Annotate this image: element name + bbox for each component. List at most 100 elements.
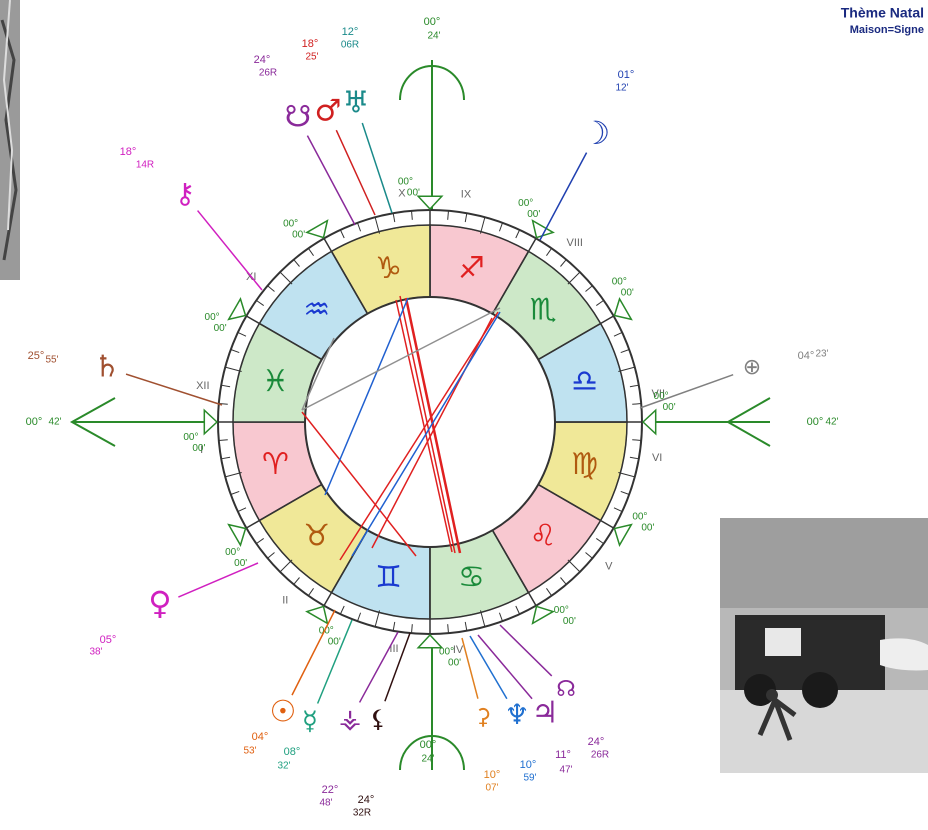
title: Thème Natal <box>841 5 924 21</box>
cusp-minute: 00' <box>448 658 461 669</box>
planet-line <box>478 635 532 699</box>
planet-minute: 25' <box>305 52 318 63</box>
angle-minute: 24' <box>427 31 440 42</box>
planet-degree: 18° <box>302 38 319 50</box>
planet-line <box>540 153 587 240</box>
cusp-minute: 00' <box>641 522 654 533</box>
planet-line <box>462 638 478 699</box>
house-numeral: X <box>398 188 406 200</box>
planet-glyph: ⊕ <box>743 355 761 380</box>
house-numeral: V <box>605 561 613 573</box>
planet-degree: 01° <box>618 69 635 81</box>
cusp-degree: 00° <box>554 605 569 616</box>
cusp-marker <box>307 221 327 238</box>
planet-minute: 07' <box>485 783 498 794</box>
planet-degree: 10° <box>484 769 501 781</box>
inner-circle <box>305 297 555 547</box>
cusp-marker <box>533 606 553 623</box>
right-photo <box>720 518 928 773</box>
angle-minute: 42' <box>48 417 61 428</box>
planet-minute: 12' <box>615 83 628 94</box>
planet-glyph: ☽ <box>582 114 611 152</box>
planet-line <box>362 123 392 213</box>
planet-minute: 55' <box>45 355 58 366</box>
angle-degree: 00° <box>807 416 824 428</box>
sign-glyph: ♉ <box>303 519 330 554</box>
planet-line <box>307 136 355 225</box>
planet-glyph: ⚶ <box>339 705 361 735</box>
planet-minute: 38' <box>89 647 102 658</box>
planet-degree: 24° <box>358 794 375 806</box>
sign-glyph: ♎ <box>571 364 598 399</box>
cusp-degree: 00° <box>398 177 413 188</box>
planet-glyph: ⚸ <box>369 705 387 733</box>
planet-degree: 24° <box>254 54 271 66</box>
planet-glyph: ♄ <box>94 350 121 385</box>
cusp-minute: 00' <box>663 402 676 413</box>
sign-glyph: ♊ <box>375 560 402 595</box>
planet-minute: 14R <box>136 160 154 171</box>
sign-glyph: ♈ <box>262 447 289 482</box>
cusp-minute: 00' <box>407 188 420 199</box>
cusp-marker <box>204 410 217 434</box>
sign-glyph: ♐ <box>458 251 485 286</box>
cusp-marker <box>229 525 246 545</box>
sign-glyph: ♓ <box>262 364 289 399</box>
planet-degree: 25° <box>28 350 45 362</box>
planet-line <box>178 563 258 597</box>
planet-degree: 12° <box>342 26 359 38</box>
cusp-degree: 00° <box>205 312 220 323</box>
cusp-degree: 00° <box>283 218 298 229</box>
planet-minute: 48' <box>319 798 332 809</box>
cusp-degree: 00° <box>225 547 240 558</box>
sign-glyph: ♑ <box>375 251 402 286</box>
planet-degree: 10° <box>520 759 537 771</box>
house-numeral: VIII <box>566 237 583 249</box>
angle-minute: 42' <box>825 417 838 428</box>
natal-chart: Thème Natal Maison=Signe ♈I00°00'♉II00°0… <box>0 0 928 825</box>
planet-minute: 53' <box>243 746 256 757</box>
planet-glyph: ♅ <box>343 86 370 121</box>
planet-glyph: ♀ <box>148 584 171 622</box>
cusp-marker <box>643 410 656 434</box>
cusp-minute: 00' <box>621 287 634 298</box>
cusp-minute: 00' <box>214 323 227 334</box>
cusp-degree: 00° <box>183 432 198 443</box>
planet-line <box>292 610 335 695</box>
planet-line <box>198 211 262 290</box>
house-numeral: IV <box>453 644 464 656</box>
planet-minute: 32' <box>277 761 290 772</box>
planet-minute: 47' <box>559 765 572 776</box>
planet-minute: 26R <box>591 750 609 761</box>
planet-line <box>500 625 552 676</box>
cusp-marker <box>614 299 631 319</box>
page: Thème Natal Maison=Signe ♈I00°00'♉II00°0… <box>0 0 928 825</box>
cusp-minute: 00' <box>292 229 305 240</box>
cusp-degree: 00° <box>439 647 454 658</box>
cusp-degree: 00° <box>632 511 647 522</box>
planet-glyph: ☿ <box>302 707 318 737</box>
house-numeral: II <box>282 595 288 607</box>
planet-glyph: ☊ <box>556 677 576 702</box>
left-photo <box>0 0 20 280</box>
planet-minute: 32R <box>353 808 371 819</box>
planet-glyph: ♂ <box>315 94 342 129</box>
planet-glyph: ☋ <box>285 100 312 135</box>
planet-degree: 11° <box>555 749 571 761</box>
cusp-degree: 00° <box>612 276 627 287</box>
planet-degree: 22° <box>322 784 339 796</box>
planet-degree: 18° <box>120 146 137 158</box>
planet-glyph: ☉ <box>270 695 297 730</box>
angle-minute: 24' <box>421 754 434 765</box>
angle-degree: 00° <box>26 416 43 428</box>
planet-degree: 04° <box>252 731 269 743</box>
planet-glyph: ♃ <box>532 696 559 731</box>
cusp-degree: 00° <box>518 198 533 209</box>
angle-degree: 00° <box>420 739 437 751</box>
planet-minute: 23' <box>815 349 828 360</box>
planet-glyph: ⚳ <box>475 705 491 730</box>
planet-minute: 59' <box>523 773 536 784</box>
planet-glyph: ♆ <box>504 698 529 731</box>
cusp-minute: 00' <box>527 209 540 220</box>
cusp-marker <box>614 525 631 545</box>
